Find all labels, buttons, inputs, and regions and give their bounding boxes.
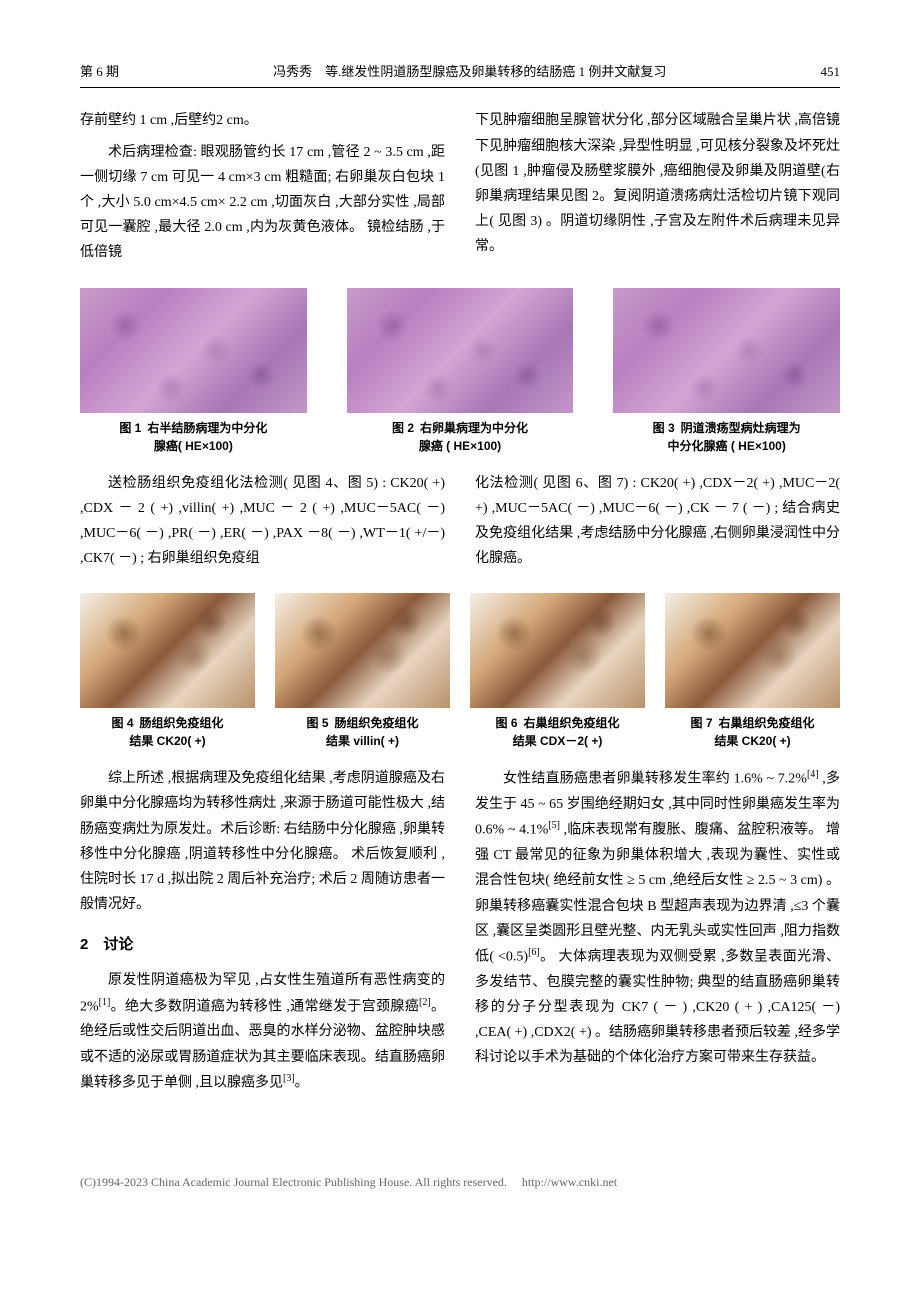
mid-left-col: 送检肠组织免疫组化法检测( 见图 4、图 5) : CK20( +) ,CDX … <box>80 471 445 578</box>
ref-6: [6] <box>528 947 540 958</box>
ref-3: [3] <box>283 1073 295 1084</box>
figure-4: 图 4肠组织免疫组化 结果 CK20( +) <box>80 593 255 750</box>
body-paragraphs: 综上所述 ,根据病理及免疫组化结果 ,考虑阴道腺癌及右卵巢中分化腺癌均为转移性病… <box>80 766 840 1101</box>
running-title: 冯秀秀 等.继发性阴道肠型腺癌及卵巢转移的结肠癌 1 例并文献复习 <box>119 60 820 83</box>
ref-2: [2] <box>419 997 431 1008</box>
ref-5: [5] <box>548 820 560 831</box>
page-header: 第 6 期 冯秀秀 等.继发性阴道肠型腺癌及卵巢转移的结肠癌 1 例并文献复习 … <box>80 60 840 88</box>
ref-1: [1] <box>99 997 111 1008</box>
mid-right-p1: 化法检测( 见图 6、图 7) : CK20( +) ,CDX－2( +) ,M… <box>475 471 840 572</box>
figure-2: 图 2右卵巢病理为中分化 腺癌 ( HE×100) <box>347 288 574 455</box>
figure-1-caption: 图 1右半结肠病理为中分化 腺癌( HE×100) <box>80 419 307 455</box>
figure-row-1: 图 1右半结肠病理为中分化 腺癌( HE×100) 图 2右卵巢病理为中分化 腺… <box>80 288 840 455</box>
figure-6-caption: 图 6右巢组织免疫组化 结果 CDX－2( +) <box>470 714 645 750</box>
top-left-p2: 术后病理检查: 眼观肠管约长 17 cm ,管径 2 ~ 3.5 cm ,距一侧… <box>80 140 445 266</box>
figure-3-caption: 图 3阴道溃疡型病灶病理为 中分化腺癌 ( HE×100) <box>613 419 840 455</box>
top-right-p1: 下见肿瘤细胞呈腺管状分化 ,部分区域融合呈巢片状 ,高倍镜下见肿瘤细胞核大深染 … <box>475 108 840 259</box>
section-2-title: 2讨论 <box>80 931 445 958</box>
figure-6: 图 6右巢组织免疫组化 结果 CDX－2( +) <box>470 593 645 750</box>
figure-3: 图 3阴道溃疡型病灶病理为 中分化腺癌 ( HE×100) <box>613 288 840 455</box>
figure-5-image <box>275 593 450 708</box>
figure-4-image <box>80 593 255 708</box>
page-footer: (C)1994-2023 China Academic Journal Elec… <box>80 1162 840 1194</box>
top-left-col: 存前壁约 1 cm ,后壁约2 cm。 术后病理检查: 眼观肠管约长 17 cm… <box>80 108 445 271</box>
figure-3-image <box>613 288 840 413</box>
figure-7-image <box>665 593 840 708</box>
top-paragraphs: 存前壁约 1 cm ,后壁约2 cm。 术后病理检查: 眼观肠管约长 17 cm… <box>80 108 840 271</box>
top-right-col: 下见肿瘤细胞呈腺管状分化 ,部分区域融合呈巢片状 ,高倍镜下见肿瘤细胞核大深染 … <box>475 108 840 271</box>
mid-left-p1: 送检肠组织免疫组化法检测( 见图 4、图 5) : CK20( +) ,CDX … <box>80 471 445 572</box>
copyright-text: (C)1994-2023 China Academic Journal Elec… <box>80 1175 507 1189</box>
figure-1-image <box>80 288 307 413</box>
ref-4: [4] <box>807 769 819 780</box>
figure-4-caption: 图 4肠组织免疫组化 结果 CK20( +) <box>80 714 255 750</box>
body-left-p1: 综上所述 ,根据病理及免疫组化结果 ,考虑阴道腺癌及右卵巢中分化腺癌均为转移性病… <box>80 766 445 917</box>
body-left-p2: 原发性阴道癌极为罕见 ,占女性生殖道所有恶性病变的 2%[1]。绝大多数阴道癌为… <box>80 968 445 1095</box>
figure-row-2: 图 4肠组织免疫组化 结果 CK20( +) 图 5肠组织免疫组化 结果 vil… <box>80 593 840 750</box>
issue-number: 第 6 期 <box>80 60 119 83</box>
mid-right-col: 化法检测( 见图 6、图 7) : CK20( +) ,CDX－2( +) ,M… <box>475 471 840 578</box>
figure-5: 图 5肠组织免疫组化 结果 villin( +) <box>275 593 450 750</box>
figure-5-caption: 图 5肠组织免疫组化 结果 villin( +) <box>275 714 450 750</box>
cnki-link[interactable]: http://www.cnki.net <box>522 1175 617 1189</box>
body-left-col: 综上所述 ,根据病理及免疫组化结果 ,考虑阴道腺癌及右卵巢中分化腺癌均为转移性病… <box>80 766 445 1101</box>
body-right-p1: 女性结直肠癌患者卵巢转移发生率约 1.6% ~ 7.2%[4] ,多发生于 45… <box>475 766 840 1070</box>
figure-1: 图 1右半结肠病理为中分化 腺癌( HE×100) <box>80 288 307 455</box>
figure-6-image <box>470 593 645 708</box>
mid-paragraphs: 送检肠组织免疫组化法检测( 见图 4、图 5) : CK20( +) ,CDX … <box>80 471 840 578</box>
body-right-col: 女性结直肠癌患者卵巢转移发生率约 1.6% ~ 7.2%[4] ,多发生于 45… <box>475 766 840 1101</box>
top-left-p1: 存前壁约 1 cm ,后壁约2 cm。 <box>80 108 445 133</box>
figure-2-image <box>347 288 574 413</box>
figure-7: 图 7右巢组织免疫组化 结果 CK20( +) <box>665 593 840 750</box>
page-number: 451 <box>821 60 841 83</box>
figure-7-caption: 图 7右巢组织免疫组化 结果 CK20( +) <box>665 714 840 750</box>
figure-2-caption: 图 2右卵巢病理为中分化 腺癌 ( HE×100) <box>347 419 574 455</box>
